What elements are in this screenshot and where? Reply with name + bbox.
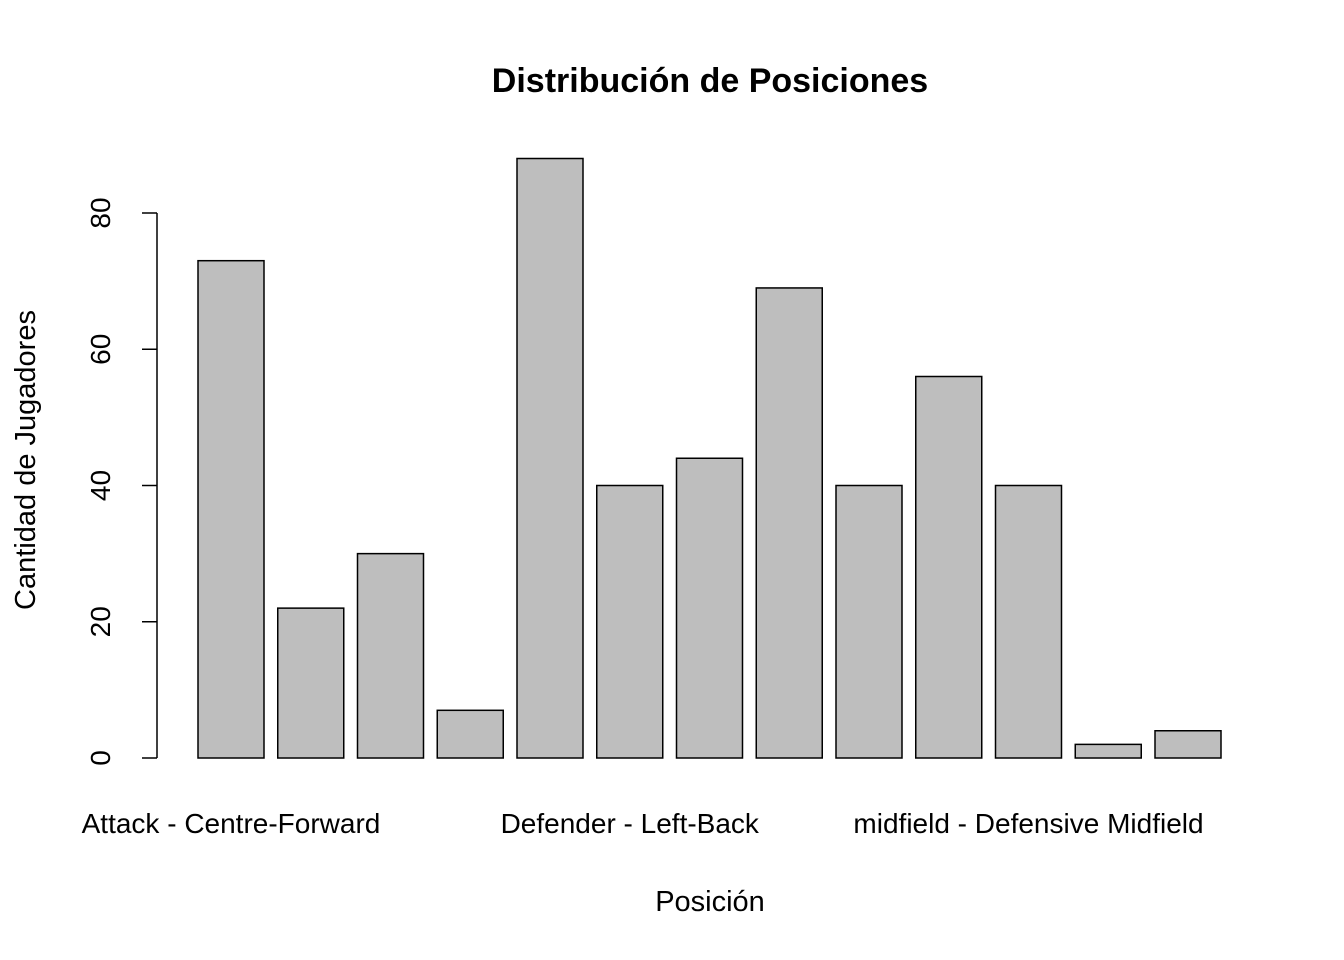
- bar: [197, 259, 265, 759]
- bar: [915, 375, 983, 759]
- chart-title: Distribución de Posiciones: [492, 62, 928, 100]
- bar: [835, 484, 903, 759]
- y-tick-label: 40: [85, 470, 116, 501]
- x-category-label: Defender - Left-Back: [501, 808, 760, 839]
- x-axis-label: Posición: [655, 886, 765, 918]
- x-category-label: Attack - Centre-Forward: [82, 808, 381, 839]
- y-axis-label: Cantidad de Jugadores: [10, 310, 42, 610]
- bar: [675, 457, 744, 759]
- y-tick-label: 20: [85, 606, 116, 637]
- bar: [1074, 743, 1142, 759]
- y-axis: 0 20 40 60 80: [85, 197, 158, 766]
- y-tick-label: 0: [85, 750, 116, 766]
- bar: [516, 157, 584, 759]
- bar: [1154, 730, 1222, 759]
- y-tick-label: 80: [85, 197, 116, 228]
- bar: [356, 552, 425, 759]
- bar: [277, 607, 345, 759]
- bar: [436, 709, 504, 759]
- bar: [596, 484, 664, 759]
- y-tick-label: 60: [85, 334, 116, 365]
- bars: [197, 157, 1222, 759]
- x-category-label: midfield - Defensive Midfield: [853, 808, 1203, 839]
- bar: [755, 287, 823, 759]
- bar: [994, 484, 1063, 759]
- x-category-labels: Attack - Centre-Forward Defender - Left-B…: [82, 808, 1204, 839]
